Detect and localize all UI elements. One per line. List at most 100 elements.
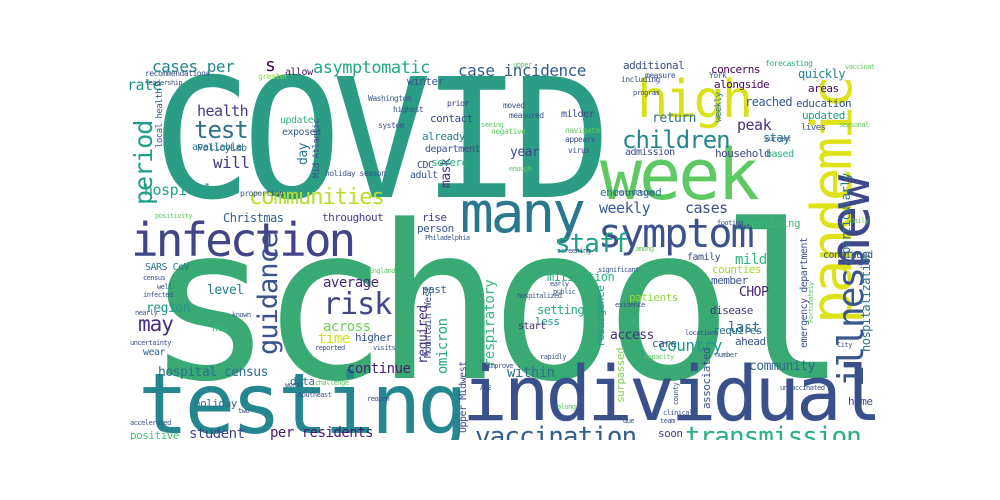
word-philadelphia: Philadelphia: [425, 234, 470, 242]
word-improve: improve: [487, 362, 514, 370]
word-instruction: instruction: [613, 189, 654, 197]
word-capacity: capacity: [644, 353, 674, 361]
word-well: well: [157, 283, 172, 291]
word-testing: testing: [138, 355, 468, 440]
word-family: family: [687, 252, 721, 263]
word-wear: wear: [143, 347, 166, 358]
word-guidance: guidance: [253, 232, 284, 355]
word-test: test: [194, 116, 249, 144]
word-hospital: hospital: [144, 181, 213, 199]
word-hospitalized: hospitalized: [517, 292, 562, 300]
word-nearly: nearly: [135, 309, 158, 317]
word-current: current: [765, 135, 792, 143]
word-cloud: school COVID testing individual week pan…: [125, 60, 875, 440]
word-household: household: [715, 147, 771, 160]
word-transmission: transmission: [685, 422, 862, 440]
word-person: person: [417, 222, 454, 235]
word-known: known: [232, 311, 251, 319]
word-along: along: [557, 403, 576, 411]
word-navigate: navigate: [565, 126, 600, 135]
word-screening: screening: [557, 247, 591, 255]
word-prior: prior: [447, 99, 469, 108]
word-footing: footing: [717, 219, 744, 227]
word-public: public: [553, 288, 576, 296]
word-winter: winter: [407, 75, 444, 88]
word-hospitalization: hospitalization: [859, 251, 873, 352]
word-individual: individual: [462, 349, 875, 438]
word-time: time: [318, 331, 350, 347]
word-measure: measure: [645, 71, 676, 80]
word-worst: worst: [285, 381, 304, 389]
word-mid-atlantic: Mid Atlantic: [312, 118, 322, 178]
word-higher: higher: [355, 331, 392, 344]
word-department: department: [425, 144, 481, 155]
word-weekly: weekly: [599, 199, 651, 217]
word-per-residents: per residents: [270, 425, 374, 440]
word-locations: locations: [685, 329, 719, 337]
word-symptom: symptom: [598, 211, 755, 257]
word-covid: COVID: [152, 60, 612, 237]
word-two: two: [238, 407, 250, 415]
word-york: York: [709, 71, 727, 80]
word-cases-per: cases per: [152, 60, 235, 76]
word-continue: continue: [347, 361, 411, 377]
word-team: team: [660, 417, 675, 425]
word-requires: requires: [713, 324, 762, 337]
word-visits: visits: [373, 344, 396, 352]
word-children: children: [622, 126, 731, 154]
word-care: care: [652, 337, 677, 350]
word-associated: associated: [700, 347, 713, 409]
word-unvaccinated: unvaccinated: [780, 384, 825, 392]
word-surpassed: surpassed: [614, 347, 627, 403]
word-mitigation: mitigation: [547, 270, 615, 284]
word-will: will: [213, 153, 250, 172]
word-system: system: [378, 121, 404, 130]
word-rapidly: rapidly: [540, 353, 567, 361]
word-reopen: reopen: [367, 395, 390, 403]
word-england: England: [369, 267, 396, 275]
word-may: may: [138, 312, 174, 336]
word-negative: negative: [491, 127, 526, 136]
word-past: past: [422, 283, 447, 296]
word-vaccination: vaccination: [475, 422, 637, 440]
word-vaccinated: vaccinated: [845, 63, 875, 71]
word-positive: positive: [130, 429, 179, 440]
word-ace: ACE: [480, 384, 492, 392]
word-staff: staff: [555, 229, 629, 259]
word-case-incidence: case incidence: [458, 61, 586, 80]
word-alongside: alongside: [714, 78, 770, 91]
word-level: level: [207, 283, 244, 298]
word-county: county: [672, 382, 680, 405]
word-asymptomatic: asymptomatic: [313, 60, 430, 78]
word-allow: allow: [285, 67, 313, 78]
word-start: start: [518, 321, 546, 332]
word-encouraged: encouraged: [600, 186, 662, 199]
word-significant: significant: [598, 266, 639, 274]
word-highest: highest: [393, 105, 424, 114]
word-high: high: [637, 70, 753, 130]
word-southeast: Southeast: [298, 391, 332, 399]
word-across: across: [323, 319, 371, 335]
word-challenge: challenge: [315, 379, 349, 387]
word-moved: moved: [503, 101, 525, 110]
word-now: now: [212, 323, 229, 334]
word-reported: reported: [315, 344, 345, 352]
word-upper: upper: [513, 61, 532, 69]
word-quickly: quickly: [798, 67, 846, 81]
word-program: program: [633, 89, 660, 97]
word-lives: lives: [801, 123, 826, 133]
word-early: early: [550, 280, 569, 288]
word-areas: areas: [808, 82, 839, 95]
word-home: home: [848, 395, 873, 408]
word-contact: contact: [430, 112, 473, 125]
word-virus: virus: [568, 146, 590, 155]
word-access: access: [610, 328, 654, 343]
word-ahead: ahead: [735, 335, 766, 348]
word-country: country: [658, 336, 722, 355]
word-uncertainty: uncertainty: [130, 339, 171, 347]
word-additional: additional: [623, 60, 685, 72]
word-member: member: [711, 274, 748, 287]
word-seeing: seeing: [481, 121, 504, 129]
word-continued: continued: [823, 250, 873, 261]
word-christmas: Christmas: [223, 211, 284, 225]
